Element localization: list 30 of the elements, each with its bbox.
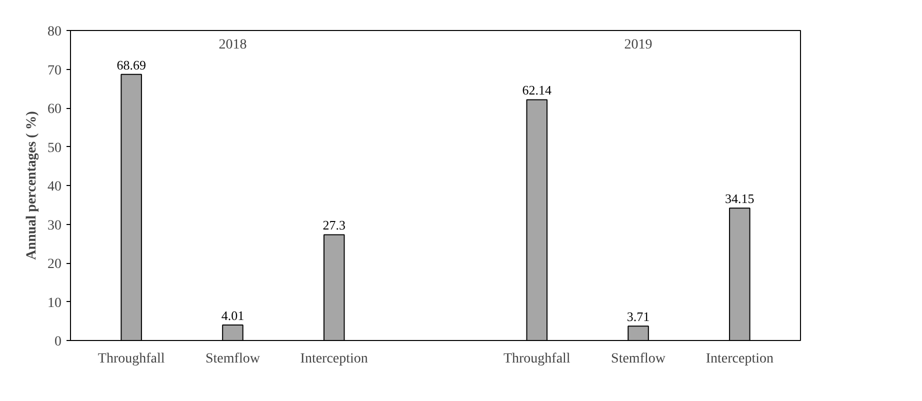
y-tick-label: 20 <box>48 257 62 272</box>
x-tick-label: Interception <box>300 352 368 366</box>
y-tick-label: 10 <box>48 296 62 311</box>
x-tick-label: Interception <box>706 352 774 366</box>
y-tick-label: 60 <box>48 102 62 117</box>
annotation: 2018 <box>218 38 247 52</box>
y-tick-label: 0 <box>54 334 62 350</box>
bar <box>628 326 649 340</box>
annotation: 2019 <box>624 38 652 52</box>
y-tick-label: 50 <box>48 140 62 156</box>
data-label: 3.71 <box>626 309 650 324</box>
data-label: 27.3 <box>322 218 346 233</box>
bar <box>222 324 244 340</box>
x-tick-label: Stemflow <box>206 352 261 366</box>
y-tick-label: 80 <box>48 24 62 40</box>
y-tick-label: 30 <box>48 218 62 234</box>
data-label: 34.15 <box>725 191 754 206</box>
x-tick-label: Throughfall <box>503 352 570 366</box>
y-tick-label: 70 <box>48 63 62 78</box>
data-label: 62.14 <box>522 82 552 98</box>
data-label: 68.69 <box>116 57 146 72</box>
x-tick-label: Throughfall <box>98 352 165 366</box>
bar <box>526 99 548 340</box>
y-axis-title: Annual percentages ( %) <box>24 110 40 260</box>
bar <box>729 208 750 340</box>
y-tick-label: 40 <box>48 180 62 194</box>
bar <box>120 74 142 340</box>
bar <box>323 234 345 340</box>
x-tick-label: Stemflow <box>611 352 666 366</box>
data-label: 4.01 <box>221 308 244 323</box>
